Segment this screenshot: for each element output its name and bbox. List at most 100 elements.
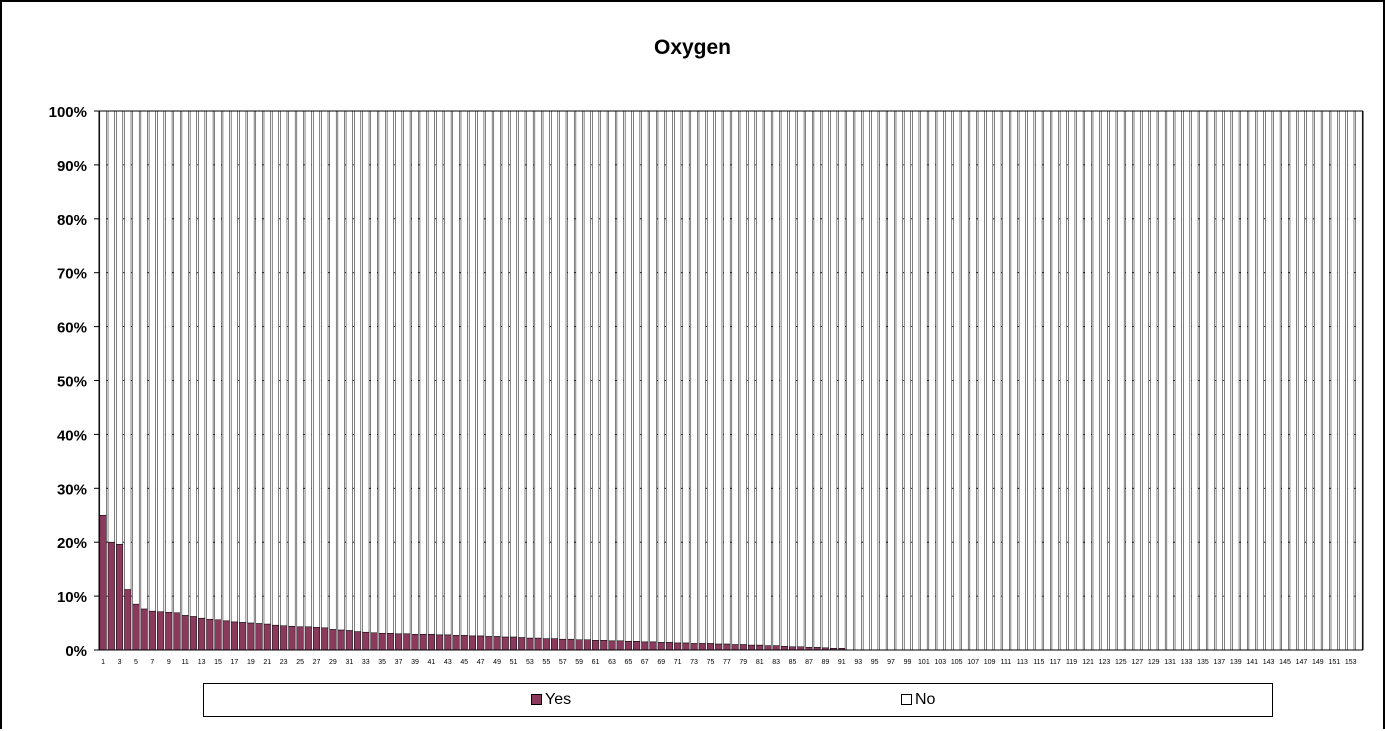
- bar-no: [1092, 110, 1100, 651]
- bar-yes: [115, 544, 124, 651]
- x-tick-label: 51: [510, 659, 518, 666]
- bar-no: [1117, 110, 1125, 651]
- x-tick-label: 99: [904, 659, 912, 666]
- x-tick-label: 53: [526, 659, 534, 666]
- bar-yes: [444, 634, 452, 651]
- bar-no: [846, 110, 854, 651]
- bar-yes: [468, 635, 476, 651]
- bar-yes: [698, 643, 706, 651]
- bar-yes: [616, 640, 624, 651]
- bar-yes: [329, 629, 337, 651]
- bar-no: [674, 110, 682, 644]
- bar-yes: [165, 612, 173, 651]
- bar-no: [1314, 110, 1322, 651]
- bar-no: [509, 110, 518, 638]
- bar-no: [1158, 110, 1166, 651]
- bar-yes: [271, 624, 280, 651]
- bar-no: [1010, 110, 1018, 651]
- x-tick-label: 153: [1345, 659, 1357, 666]
- bar-yes: [649, 641, 657, 651]
- bar-no: [780, 110, 788, 647]
- bar-yes: [362, 631, 370, 651]
- bar-no: [862, 110, 870, 651]
- bar-no: [1248, 110, 1256, 651]
- bar-no: [715, 110, 723, 645]
- bar-yes: [280, 625, 288, 651]
- x-tick-label: 69: [657, 659, 665, 666]
- bar-yes: [419, 634, 427, 651]
- x-tick-label: 27: [313, 659, 321, 666]
- x-tick-label: 119: [1066, 659, 1077, 666]
- bar-yes: [747, 644, 756, 651]
- bar-yes: [239, 622, 247, 651]
- x-tick-label: 77: [723, 659, 731, 666]
- bar-yes: [354, 631, 362, 651]
- bar-yes: [526, 637, 534, 651]
- bar-yes: [682, 642, 690, 651]
- y-tick-label: 40%: [57, 427, 87, 444]
- bar-no: [140, 110, 148, 610]
- bar-no: [280, 110, 288, 626]
- bar-yes: [263, 623, 271, 651]
- bar-no: [813, 110, 821, 648]
- bar-no: [1182, 110, 1191, 651]
- bar-no: [1330, 110, 1338, 651]
- x-tick-label: 109: [984, 659, 996, 666]
- bar-no: [1174, 110, 1182, 651]
- bar-no: [493, 110, 501, 637]
- bar-yes: [665, 642, 673, 651]
- bar-no: [936, 110, 944, 651]
- bar-no: [362, 110, 370, 633]
- y-tick-label: 20%: [57, 535, 87, 552]
- bar-no: [1125, 110, 1133, 651]
- x-tick-label: 133: [1181, 659, 1193, 666]
- bar-yes: [304, 626, 312, 651]
- bar-yes: [222, 620, 230, 651]
- bar-no: [838, 110, 846, 649]
- bar-yes: [592, 640, 600, 651]
- x-tick-label: 127: [1131, 659, 1143, 666]
- x-tick-label: 11: [182, 659, 189, 666]
- x-tick-label: 139: [1230, 659, 1242, 666]
- bar-no: [255, 110, 263, 624]
- bar-yes: [559, 638, 567, 651]
- bar-no: [1215, 110, 1223, 651]
- bar-no: [764, 110, 772, 646]
- x-tick-label: 67: [641, 659, 649, 666]
- bar-no: [1059, 110, 1067, 651]
- bar-no: [903, 110, 912, 651]
- bar-no: [600, 110, 608, 641]
- bar-no: [747, 110, 756, 646]
- bar-no: [928, 110, 936, 651]
- bar-no: [994, 110, 1002, 651]
- x-tick-label: 103: [934, 659, 946, 666]
- bar-no: [1297, 110, 1305, 651]
- x-tick-label: 107: [967, 659, 979, 666]
- x-tick-label: 113: [1017, 659, 1028, 666]
- bar-yes: [395, 633, 403, 651]
- bar-no: [665, 110, 673, 643]
- x-tick-label: 89: [821, 659, 829, 666]
- bar-no: [797, 110, 805, 648]
- bar-yes: [198, 617, 206, 651]
- bar-no: [944, 110, 953, 651]
- bar-no: [214, 110, 222, 621]
- x-tick-label: 49: [493, 659, 501, 666]
- bar-yes: [386, 633, 394, 651]
- bar-yes: [296, 626, 304, 651]
- bar-no: [1338, 110, 1347, 651]
- bar-no: [821, 110, 829, 649]
- bar-no: [304, 110, 312, 628]
- x-tick-label: 35: [378, 659, 386, 666]
- bar-no: [895, 110, 903, 651]
- bar-no: [986, 110, 994, 651]
- bar-no: [526, 110, 534, 639]
- bar-yes: [608, 640, 616, 651]
- x-tick-label: 87: [805, 659, 813, 666]
- bar-yes: [107, 541, 115, 651]
- bar-no: [198, 110, 206, 619]
- x-tick-label: 5: [134, 659, 138, 666]
- bar-yes: [764, 645, 772, 651]
- bar-yes: [378, 633, 386, 651]
- bar-no: [230, 110, 238, 623]
